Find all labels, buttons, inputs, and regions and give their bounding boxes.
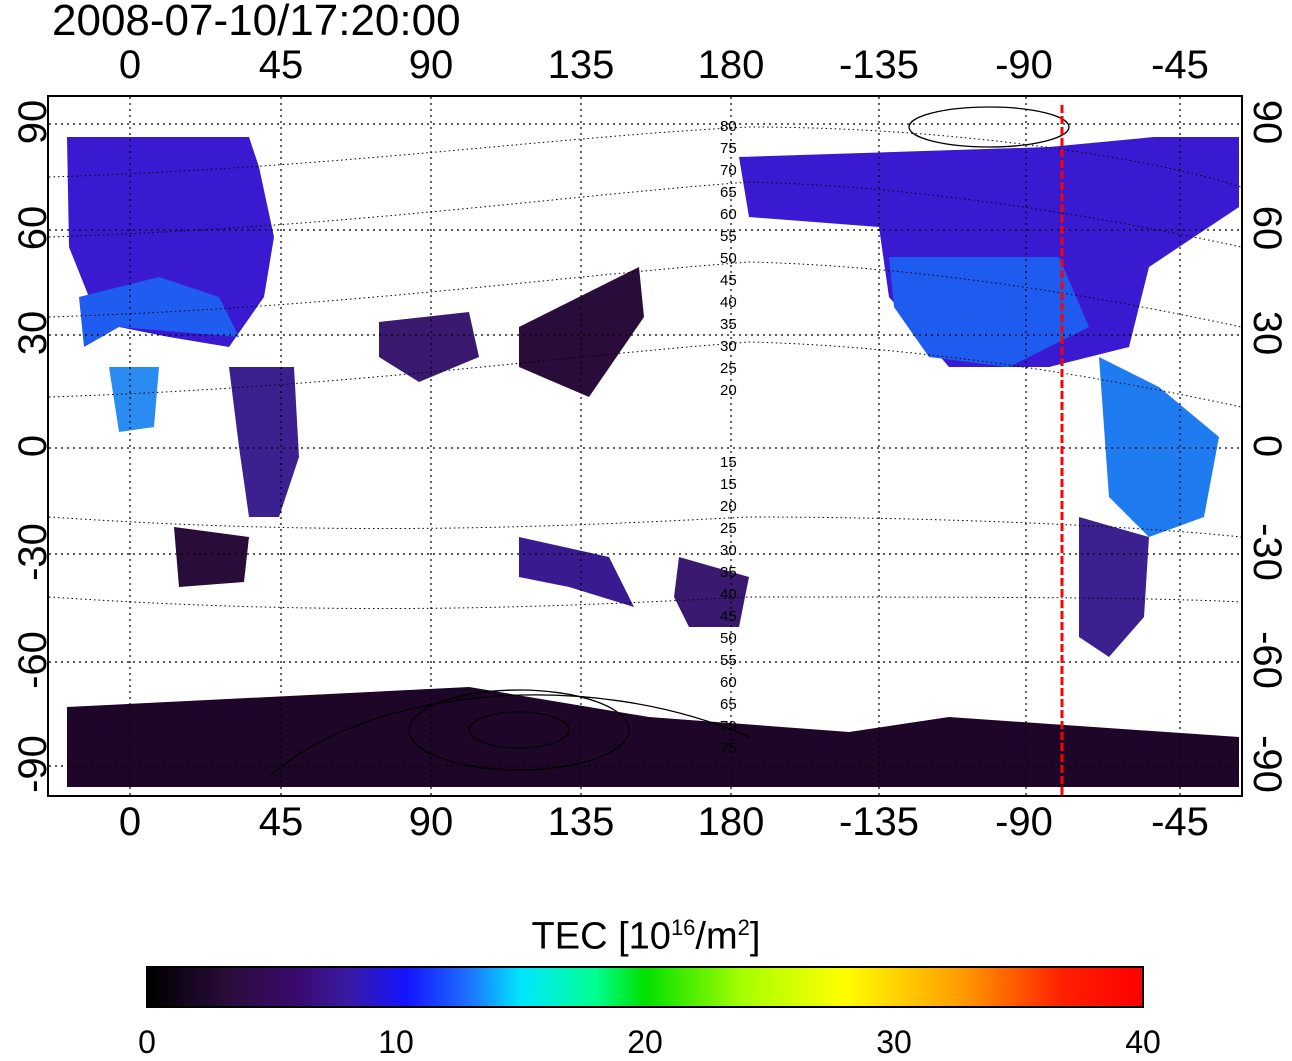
contour-label: 25 [720,520,737,537]
bottom-lon-tick: 90 [408,800,454,844]
tec-patch-nafrica [109,367,159,432]
right-lat-tick: 60 [1245,205,1289,251]
magnetic-pole-contours [268,106,1070,778]
contour-label: 40 [720,586,737,603]
contour-label: 45 [720,608,737,625]
contour-label: 70 [720,162,737,179]
contour-label: 60 [720,206,737,223]
tec-patch-safrica [174,527,249,587]
tec-map-canvas [48,97,1242,795]
contour-labels-north: 80 75 70 65 60 55 50 45 40 35 30 25 20 [720,116,737,402]
tec-patch-africa [229,367,299,517]
bottom-lon-tick: -90 [995,800,1053,844]
bottom-lon-tick: 0 [118,800,142,844]
contour-label: 15 [720,476,737,493]
right-lat-tick: -90 [1245,735,1289,793]
right-lat-tick: 30 [1245,310,1289,356]
colorbar-tick: 20 [627,1024,663,1060]
contour-label: 30 [720,338,737,355]
contour-label: 65 [720,696,737,713]
colorbar-title-exp2: 2 [737,915,750,940]
contour-label: 45 [720,272,737,289]
contour-label: 20 [720,498,737,515]
colorbar-title-end: ] [749,915,761,958]
bottom-lon-tick: -135 [838,800,920,844]
colorbar-tick: 30 [876,1024,912,1060]
top-lon-tick: 90 [408,43,454,87]
tec-patch-carib [1099,357,1219,537]
right-lat-tick: -30 [1245,523,1289,581]
bottom-lon-tick: -45 [1151,800,1209,844]
contour-label: 25 [720,360,737,377]
contour-label: 40 [720,294,737,311]
tec-patch-med [79,277,239,347]
top-lon-tick: 135 [547,43,615,87]
top-lon-tick: -135 [838,43,920,87]
tec-patch-samerica [1079,517,1149,657]
top-lon-tick: -90 [995,43,1053,87]
map-grid [49,97,1241,795]
magnetic-contours [48,126,1242,610]
contour-label: 75 [720,140,737,157]
contour-label: 15 [720,454,737,471]
map-timestamp: 2008-07-10/17:20:00 [52,0,461,45]
contour-label: 65 [720,184,737,201]
tec-patch-us [889,257,1089,367]
top-lon-tick: 180 [697,43,765,87]
bottom-lon-tick: 180 [697,800,765,844]
contour-label: 30 [720,542,737,559]
colorbar-tick: 40 [1125,1024,1161,1060]
top-lon-tick: 45 [258,43,304,87]
colorbar-title: TEC [1016/m2] [0,906,1292,959]
tec-patch-nz [674,557,749,627]
colorbar-title-unit: /m [695,915,738,958]
tec-patch-namerica [739,137,1239,367]
contour-label: 35 [720,316,737,333]
contour-label: 50 [720,250,737,267]
right-lat-tick: 0 [1245,434,1289,458]
bottom-lon-tick: 45 [258,800,304,844]
colorbar-tick: 0 [138,1024,156,1060]
tec-patch-antarctic [67,687,1239,787]
contour-labels-south: 15 15 20 25 30 35 40 45 50 55 60 65 70 7… [720,452,737,760]
tec-map [47,95,1243,797]
colorbar-title-main: TEC [10 [531,915,671,958]
tec-patch-aus [519,537,634,607]
bottom-lon-tick: 135 [547,800,615,844]
contour-label: 60 [720,674,737,691]
colorbar-tick: 10 [378,1024,414,1060]
right-lat-tick: 90 [1245,99,1289,145]
contour-label: 35 [720,564,737,581]
tec-patch-casia [379,312,479,382]
contour-label: 70 [720,718,737,735]
contour-label: 20 [720,382,737,399]
colorbar [146,966,1144,1008]
contour-label: 55 [720,652,737,669]
right-lat-tick: -60 [1245,631,1289,689]
contour-label: 80 [720,118,737,135]
top-lon-tick: -45 [1151,43,1209,87]
contour-label: 50 [720,630,737,647]
contour-label: 75 [720,740,737,757]
contour-label: 55 [720,228,737,245]
colorbar-title-exp: 16 [670,915,696,940]
top-lon-tick: 0 [118,43,142,87]
